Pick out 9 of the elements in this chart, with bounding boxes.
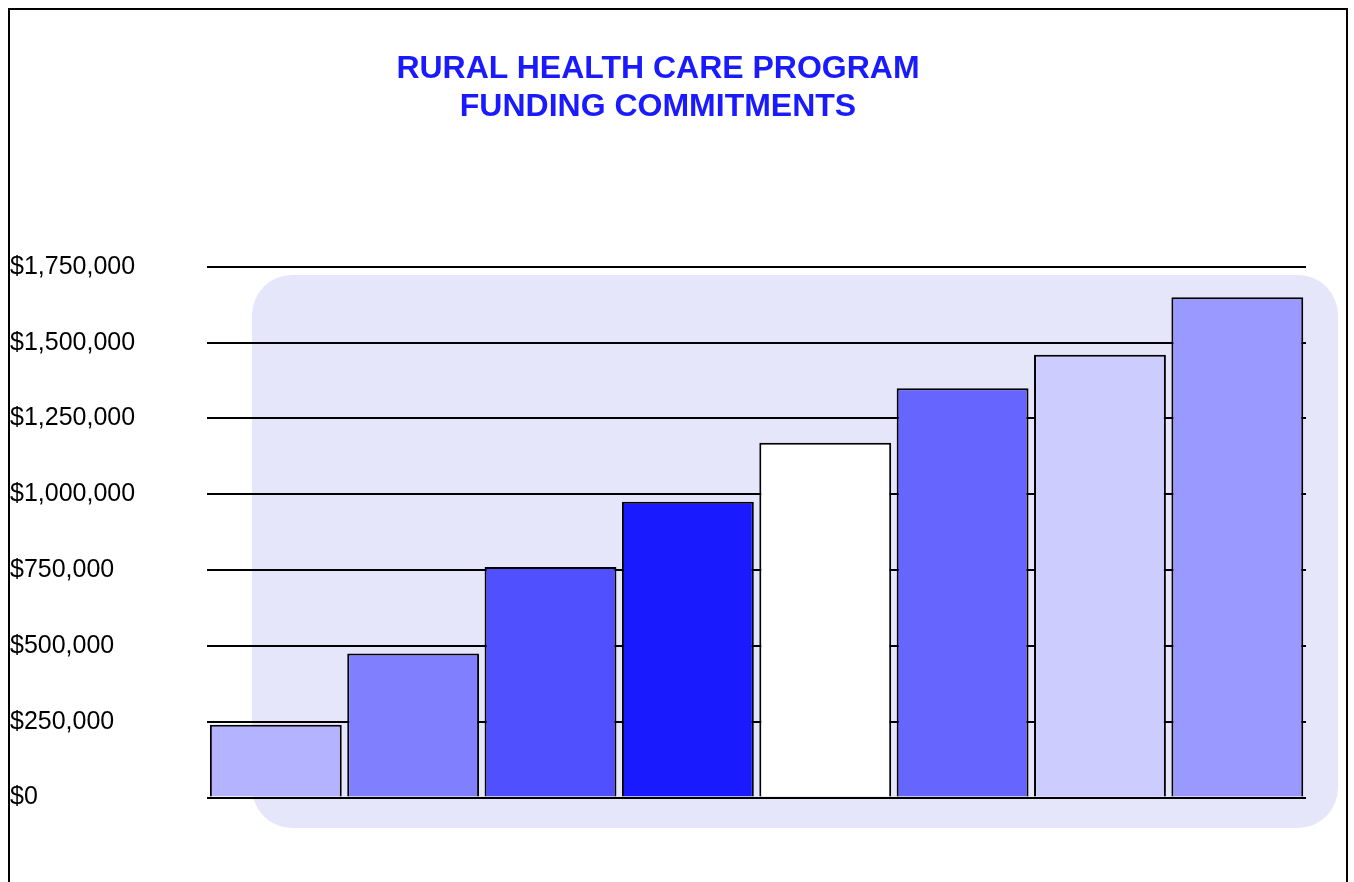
y-tick-label: $250,000	[10, 705, 115, 734]
y-tick-label: $1,250,000	[10, 402, 136, 431]
chart-title: RURAL HEALTH CARE PROGRAM FUNDING COMMITMENTS	[396, 49, 920, 124]
y-tick-label: $1,500,000	[10, 326, 136, 355]
y-tick-label: $0	[10, 781, 38, 810]
y-tick-label: $500,000	[10, 629, 115, 658]
y-tick-label: $750,000	[10, 554, 115, 582]
y-tick-label: $1,750,000	[10, 250, 136, 279]
y-tick-label: $1,000,000	[10, 478, 136, 507]
